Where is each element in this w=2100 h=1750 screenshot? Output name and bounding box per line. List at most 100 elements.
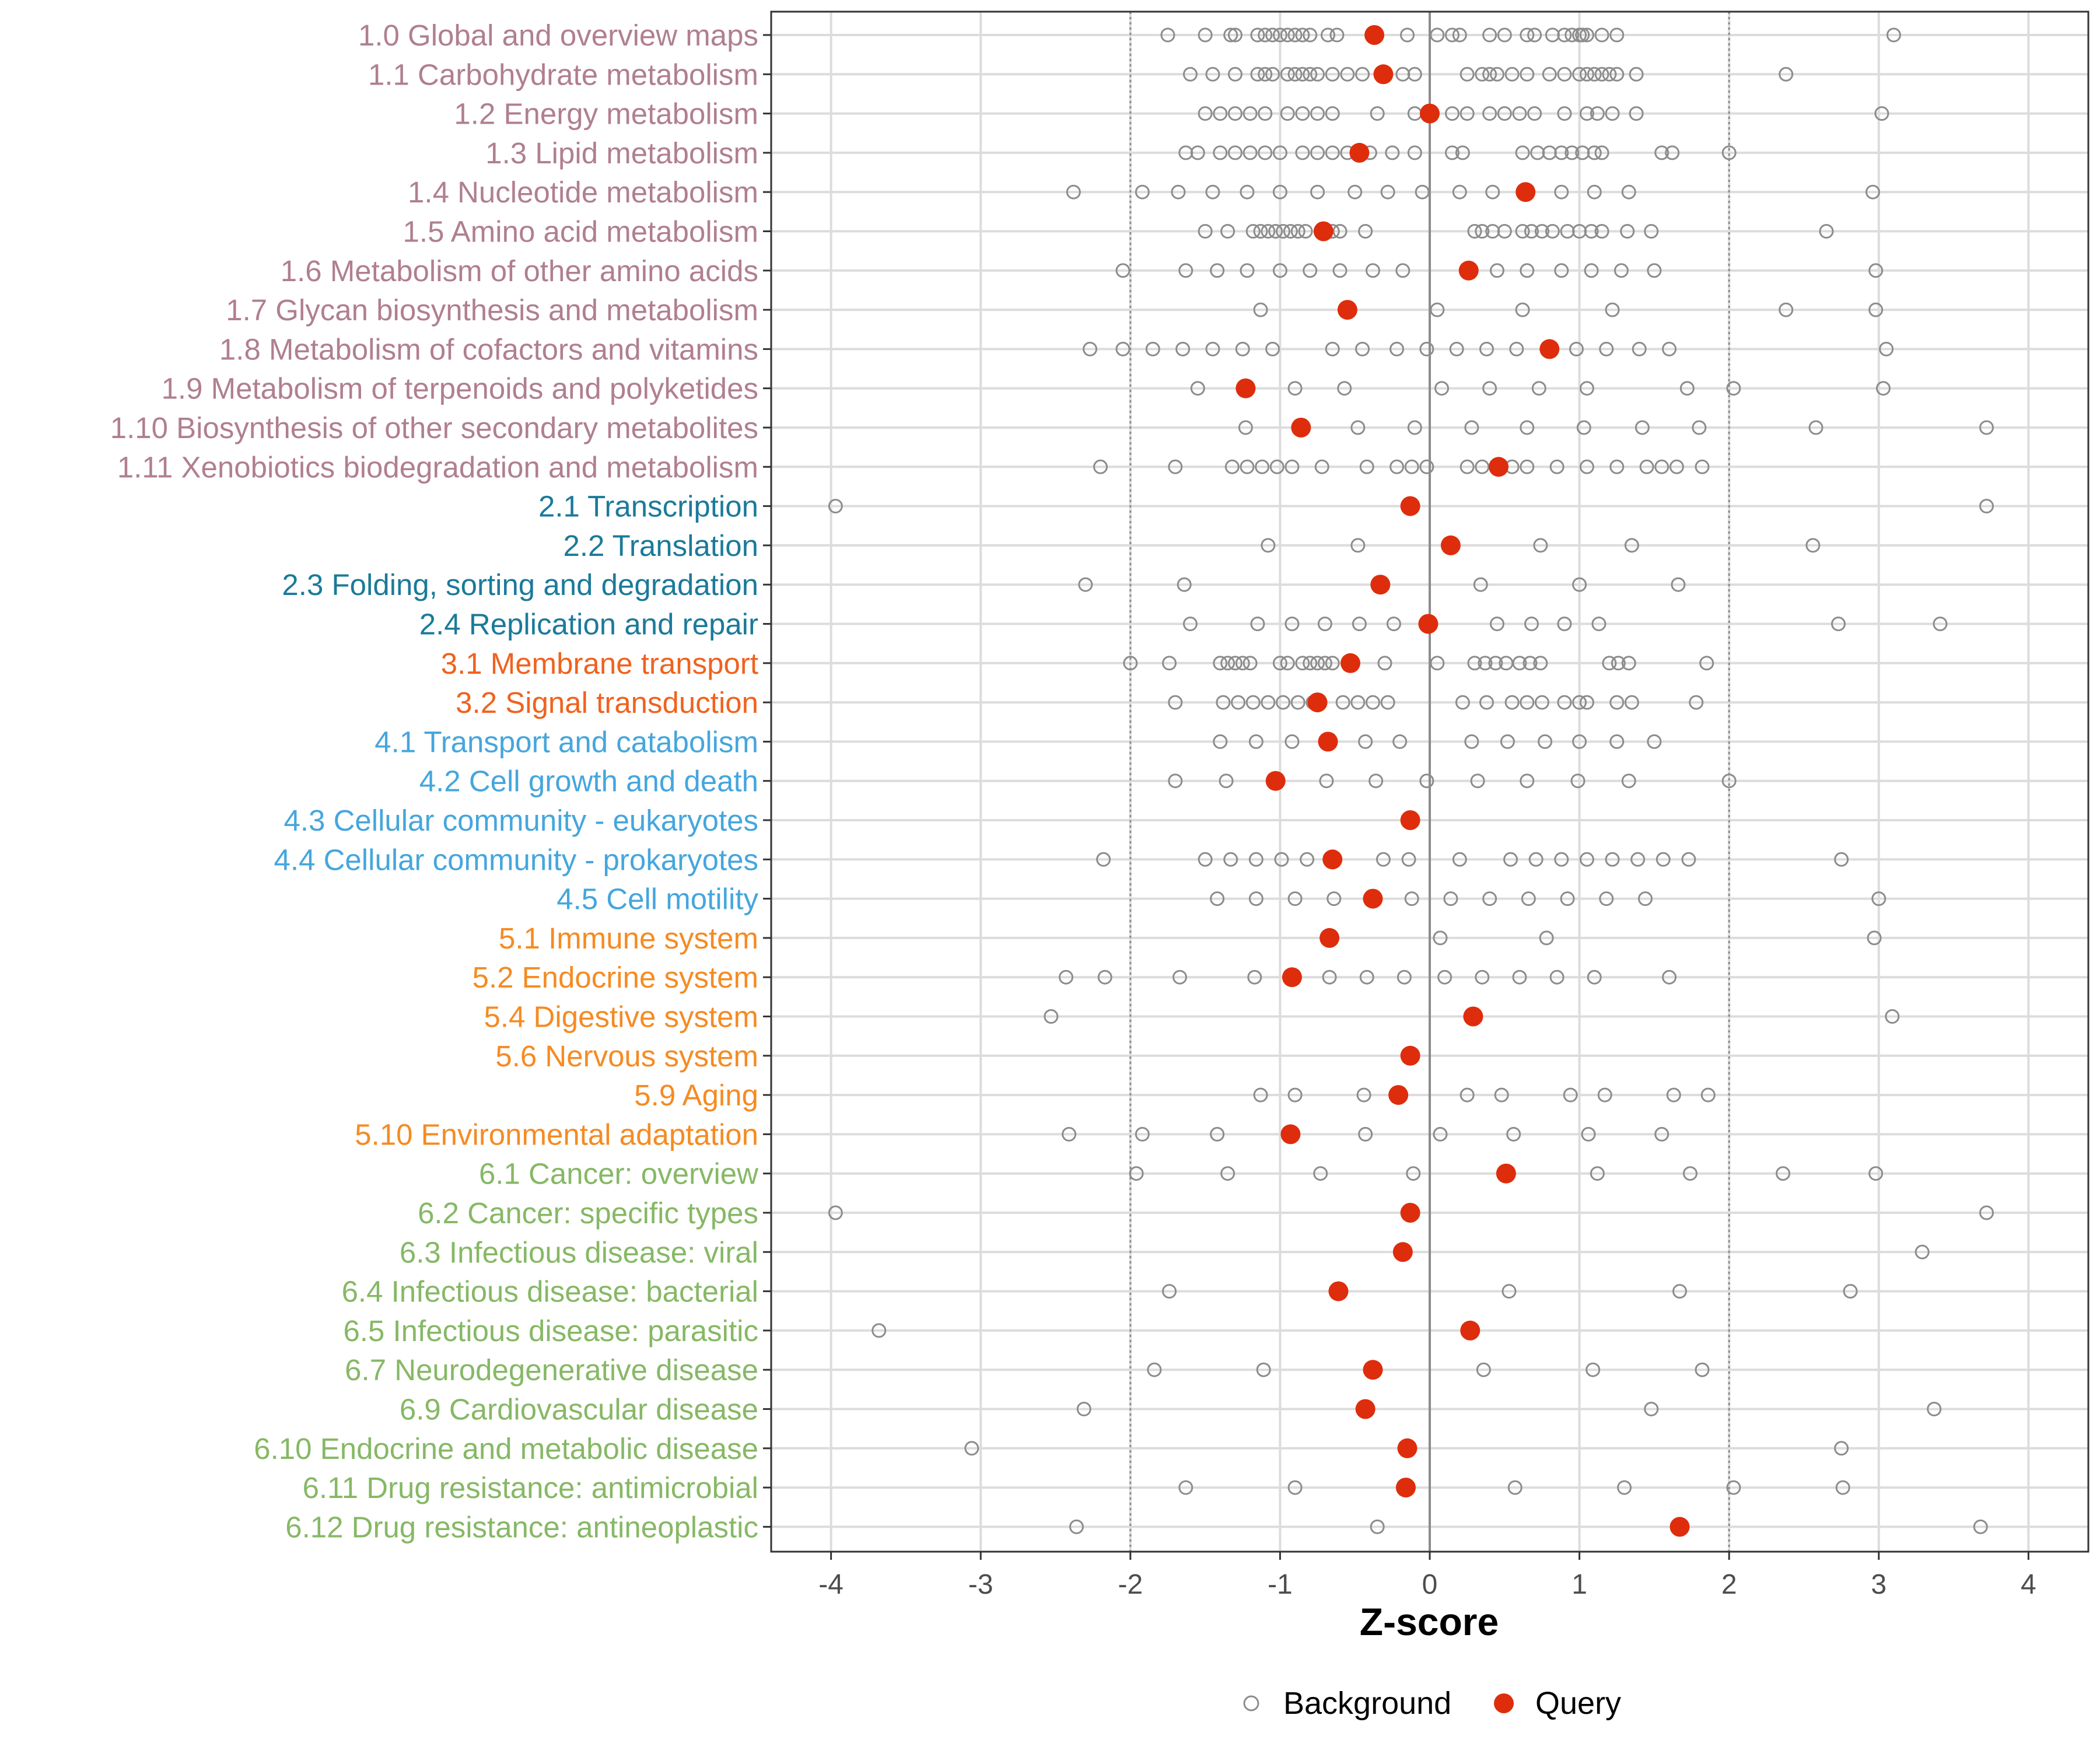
background-point [1478, 656, 1493, 671]
query-point [1539, 339, 1560, 359]
query-point [1400, 810, 1420, 830]
background-point [1470, 774, 1485, 789]
background-point [1295, 656, 1310, 671]
background-point [1489, 263, 1504, 278]
background-point [1527, 106, 1542, 121]
background-point [1276, 695, 1291, 710]
background-point [1584, 263, 1599, 278]
background-point [1210, 263, 1225, 278]
background-point [1227, 106, 1242, 121]
query-point [1349, 142, 1370, 163]
y-axis-label: 1.8 Metabolism of cofactors and vitamins [219, 332, 758, 366]
background-point [1219, 774, 1234, 789]
background-point [1867, 930, 1882, 946]
background-point [1524, 224, 1539, 239]
background-point [1464, 734, 1479, 749]
background-point [1497, 27, 1512, 43]
background-point [1520, 263, 1535, 278]
background-point [1182, 617, 1198, 631]
background-point [1520, 774, 1535, 789]
background-point [1404, 459, 1419, 474]
background-point [1500, 734, 1515, 749]
background-point [1168, 695, 1183, 710]
background-point [1272, 656, 1287, 671]
reference-lines [1129, 12, 1730, 1552]
background-point [1280, 656, 1295, 671]
background-point [1695, 459, 1710, 474]
background-point [1284, 617, 1300, 631]
background-point [1594, 66, 1609, 82]
background-point [1609, 66, 1625, 82]
background-point [1303, 27, 1318, 43]
background-point [1476, 1362, 1491, 1377]
query-point [1370, 575, 1391, 595]
y-axis-label: 6.4 Infectious disease: bacterial [342, 1275, 758, 1308]
background-point [1329, 27, 1345, 43]
background-point [1692, 420, 1707, 435]
background-point [1178, 263, 1194, 278]
legend: Background Query [1243, 1686, 1621, 1721]
background-point [1325, 106, 1340, 121]
background-point [1396, 970, 1412, 985]
background-point [1557, 106, 1572, 121]
background-point [1430, 27, 1445, 43]
background-point [1460, 106, 1475, 121]
y-axis-label: 6.10 Endocrine and metabolic disease [254, 1432, 758, 1465]
background-point [1624, 538, 1639, 553]
background-point [1314, 459, 1329, 474]
background-point [1482, 66, 1497, 82]
background-point [1406, 1166, 1421, 1181]
background-point [1563, 1087, 1578, 1102]
background-point [1337, 381, 1352, 396]
background-point [1240, 459, 1255, 474]
background-point [1370, 1519, 1385, 1534]
query-point [1313, 221, 1334, 242]
background-point [1452, 184, 1467, 200]
background-point [1522, 656, 1538, 671]
background-point [1647, 734, 1662, 749]
y-axis-label: 1.7 Glycan biosynthesis and metabolism [226, 293, 758, 327]
background-point [1276, 224, 1291, 239]
y-axis-label: 1.10 Biosynthesis of other secondary met… [110, 411, 758, 444]
query-point [1322, 849, 1343, 870]
background-point [1198, 852, 1213, 867]
background-point [828, 499, 843, 514]
background-point [1256, 1362, 1271, 1377]
y-axis-label: 1.9 Metabolism of terpenoids and polyket… [162, 372, 758, 405]
background-point [1599, 891, 1614, 907]
y-axis-label: 6.9 Cardiovascular disease [400, 1393, 758, 1426]
query-point [1282, 967, 1302, 988]
background-point [1272, 145, 1287, 160]
background-point [1310, 145, 1325, 160]
background-point [1083, 341, 1098, 356]
background-point [1614, 263, 1629, 278]
query-point [1337, 300, 1357, 320]
background-point [1258, 27, 1273, 43]
x-axis-ticks: -4 -3 -2 -1 0 1 2 3 4 [818, 1552, 2036, 1600]
background-point [1430, 302, 1445, 317]
legend-query-label: Query [1535, 1686, 1621, 1721]
background-point [1460, 459, 1475, 474]
query-point [1440, 535, 1461, 555]
background-point [1213, 656, 1228, 671]
background-point [1253, 224, 1268, 239]
query-point [1280, 1124, 1301, 1144]
background-point [1205, 66, 1220, 82]
background-point [1576, 420, 1591, 435]
background-point [1927, 1402, 1942, 1416]
background-point [1390, 459, 1405, 474]
background-point [1554, 145, 1569, 160]
background-point [1597, 1087, 1612, 1102]
y-axis-label: 2.2 Translation [563, 529, 758, 562]
background-point [1224, 459, 1240, 474]
background-point [1629, 66, 1644, 82]
background-point [1609, 27, 1625, 43]
background-point [1175, 341, 1191, 356]
background-point [1444, 106, 1460, 121]
background-point [1502, 1284, 1517, 1299]
background-point [1666, 1087, 1681, 1102]
y-axis-label: 2.3 Folding, sorting and degradation [282, 568, 758, 601]
background-point [1317, 656, 1332, 671]
background-point [1609, 734, 1625, 749]
background-point [1644, 224, 1659, 239]
